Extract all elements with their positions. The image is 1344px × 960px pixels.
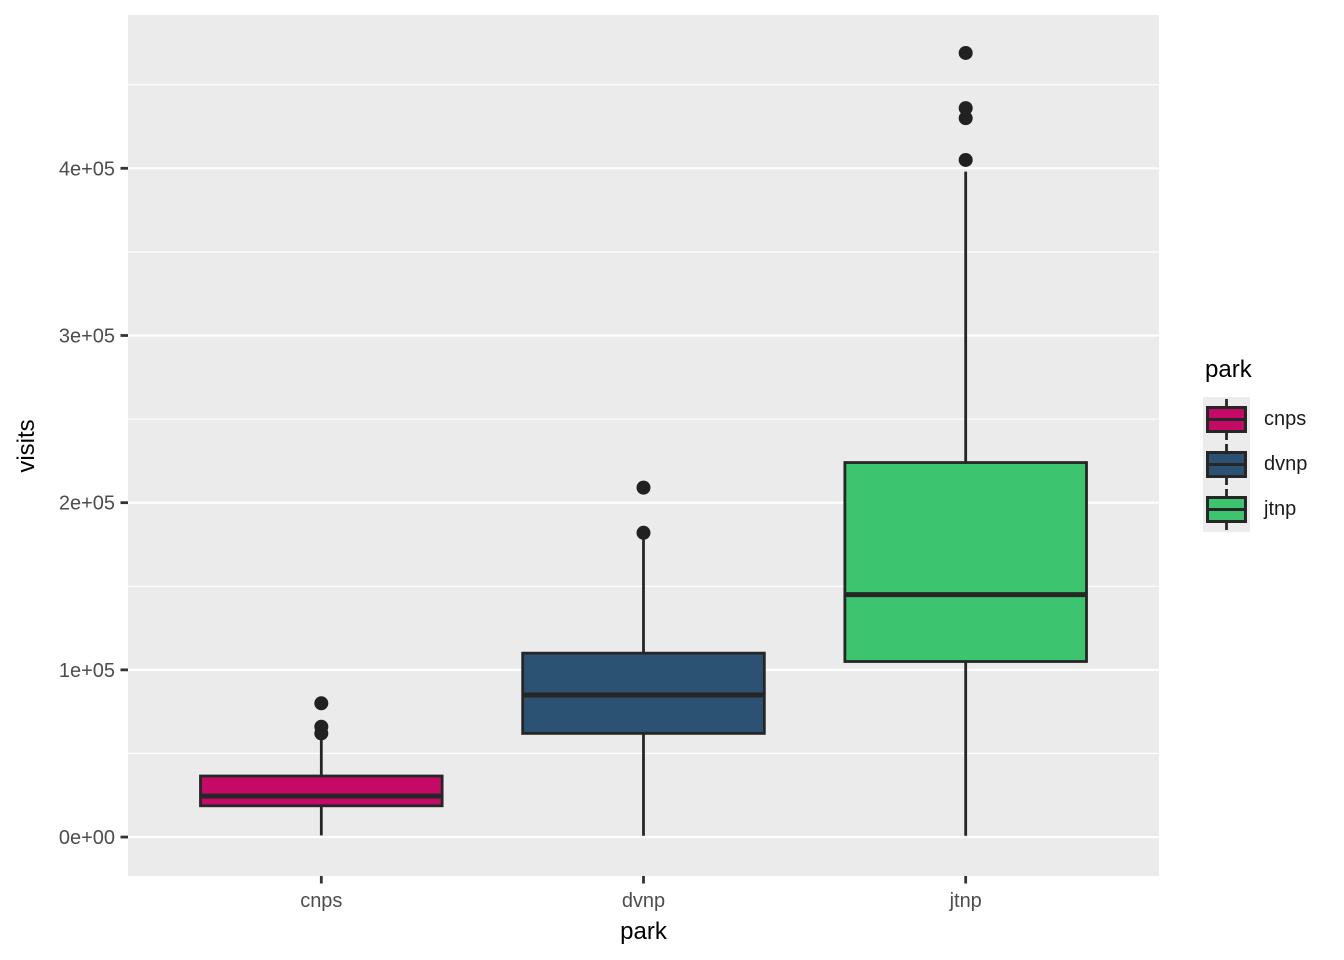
outlier-point-dvnp <box>636 480 651 495</box>
x-axis-title: park <box>620 918 667 945</box>
box-jtnp <box>843 461 1088 663</box>
x-tick-label: cnps <box>300 890 342 912</box>
y-tick-label: 4e+05 <box>59 158 115 180</box>
y-tick-label: 1e+05 <box>59 660 115 682</box>
legend-label: cnps <box>1264 408 1307 430</box>
legend-label: dvnp <box>1264 453 1308 475</box>
outlier-point-jtnp <box>958 111 973 126</box>
outlier-point-dvnp <box>636 525 651 540</box>
outlier-point-jtnp <box>958 45 973 60</box>
x-tick-label: jtnp <box>949 890 982 912</box>
box-cnps <box>199 774 444 808</box>
x-tick-label: dvnp <box>622 890 665 912</box>
legend: park cnps dvnp <box>1203 356 1307 532</box>
y-tick-label: 3e+05 <box>59 325 115 347</box>
legend-entry-jtnp: jtnp <box>1203 487 1307 532</box>
y-tick-label: 2e+05 <box>59 493 115 515</box>
outlier-point-cnps <box>314 696 329 711</box>
legend-entry-cnps: cnps <box>1203 397 1307 442</box>
boxplot-key-icon <box>1203 442 1250 487</box>
boxplot-key-icon <box>1203 487 1250 532</box>
legend-label: jtnp <box>1264 498 1297 520</box>
legend-entry-dvnp: dvnp <box>1203 442 1307 487</box>
y-tick-label: 0e+00 <box>59 827 115 849</box>
outlier-point-cnps <box>314 719 329 734</box>
legend-title: park <box>1205 356 1252 383</box>
outlier-point-jtnp <box>958 101 973 116</box>
y-axis-title: visits <box>13 419 40 473</box>
outlier-point-jtnp <box>958 152 973 167</box>
boxplot-key-icon <box>1203 397 1250 442</box>
